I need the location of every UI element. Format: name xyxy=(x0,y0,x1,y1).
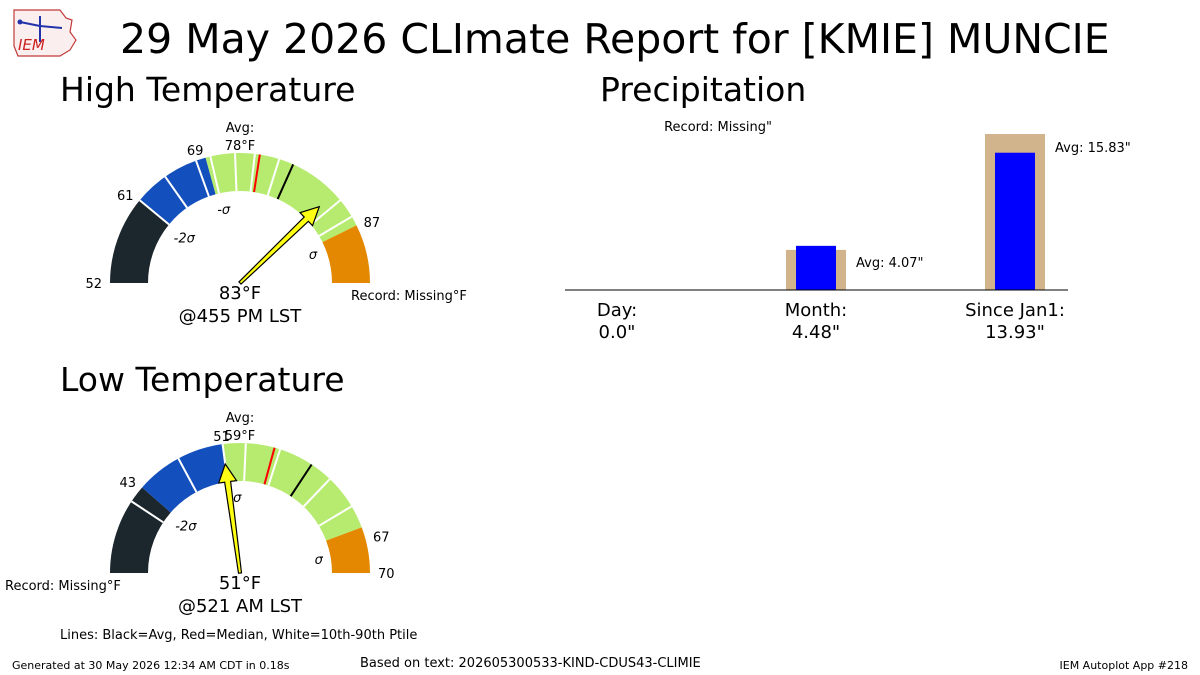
scale-label-1: 51 xyxy=(213,430,230,445)
precip-title: Precipitation xyxy=(600,70,807,109)
percentile-line-6 xyxy=(318,505,353,527)
precip-record-label: Record: Missing" xyxy=(664,120,772,135)
observed-needle xyxy=(238,205,321,285)
percentile-line-1 xyxy=(177,458,198,493)
high-temp-gauge: 52 61 69 87 -2σ -σ σ Avg: 78°F 83°F@455 PM LST Rec… xyxy=(85,121,467,327)
observed-bar-2 xyxy=(995,152,1035,290)
percentile-line-4 xyxy=(234,153,238,192)
sigma-label-1: -σ xyxy=(217,203,231,218)
avg-line xyxy=(289,463,313,497)
line-legend-note: Lines: Black=Avg, Red=Median, White=10th… xyxy=(60,628,418,643)
percentile-line-5 xyxy=(302,478,331,508)
percentile-line-8 xyxy=(318,215,353,237)
percentile-line-6 xyxy=(266,158,281,196)
sigma-label-0: -2σ xyxy=(174,231,196,246)
scale-label-2: 69 xyxy=(187,144,204,159)
percentile-line-7 xyxy=(310,199,341,226)
gauge-band-2 xyxy=(222,443,362,541)
avg-value: 78°F xyxy=(225,139,256,154)
gauge-band-0 xyxy=(110,487,171,573)
low-temp-title: Low Temperature xyxy=(60,360,345,399)
category-value-0: 0.0" xyxy=(599,322,636,343)
observed-needle xyxy=(217,462,243,574)
generated-note: Generated at 30 May 2026 12:34 AM CDT in… xyxy=(12,659,290,672)
avg-bar-label-2: Avg: 15.83" xyxy=(1055,141,1131,156)
record-label: Record: Missing°F xyxy=(351,289,467,304)
observed-time: @455 PM LST xyxy=(179,306,303,327)
category-value-1: 4.48" xyxy=(792,322,840,343)
percentile-line-0 xyxy=(139,199,170,226)
gauge-band-3 xyxy=(322,225,370,283)
record-label: Record: Missing°F xyxy=(5,579,121,594)
percentile-line-3 xyxy=(243,443,247,482)
gauge-band-0 xyxy=(110,200,170,283)
category-label-1: Month: xyxy=(785,300,847,321)
scale-label-0: 52 xyxy=(85,277,102,292)
scale-label-2: 67 xyxy=(373,530,390,545)
avg-label: Avg: xyxy=(226,411,254,426)
median-line xyxy=(253,154,261,193)
sigma-label-2: σ xyxy=(309,248,318,263)
observed-value: 51°F xyxy=(219,573,261,594)
gauge-band-2 xyxy=(205,153,357,243)
precip-chart: Day:0.0" Avg: 4.07" Month:4.48" Avg: 15.83"… xyxy=(565,120,1131,343)
scale-label-1: 61 xyxy=(117,189,134,204)
based-on-note: Based on text: 202605300533-KIND-CDUS43-… xyxy=(360,656,701,671)
percentile-line-3 xyxy=(209,156,221,194)
gauge-band-3 xyxy=(326,527,370,573)
gauge-band-1 xyxy=(142,444,228,513)
scale-label-3: 70 xyxy=(378,567,395,582)
page-title: 29 May 2026 CLImate Report for [KMIE] MU… xyxy=(120,15,1110,63)
median-line xyxy=(263,447,276,485)
iem-logo: IEM xyxy=(13,9,77,57)
percentile-line-5 xyxy=(249,153,256,192)
percentile-line-2 xyxy=(195,160,210,197)
sigma-label-2: σ xyxy=(315,553,324,568)
observed-time: @521 AM LST xyxy=(178,596,303,617)
logo-text: IEM xyxy=(18,36,45,54)
percentile-line-4 xyxy=(267,449,282,486)
avg-line xyxy=(276,163,295,200)
percentile-line-1 xyxy=(164,176,188,209)
category-value-2: 13.93" xyxy=(985,322,1045,343)
sigma-label-0: -2σ xyxy=(175,519,197,534)
category-label-0: Day: xyxy=(597,300,637,321)
app-note: IEM Autoplot App #218 xyxy=(1059,659,1189,672)
avg-bar-label-1: Avg: 4.07" xyxy=(856,256,924,271)
scale-label-0: 43 xyxy=(120,476,137,491)
avg-label: Avg: xyxy=(226,121,254,136)
observed-value: 83°F xyxy=(219,283,261,304)
observed-bar-1 xyxy=(796,245,836,290)
high-temp-title: High Temperature xyxy=(60,70,356,109)
scale-label-3: 87 xyxy=(364,216,381,231)
avg-value: 59°F xyxy=(225,429,256,444)
category-label-2: Since Jan1: xyxy=(965,300,1065,321)
gauge-band-1 xyxy=(139,157,216,225)
percentile-line-0 xyxy=(130,500,164,524)
